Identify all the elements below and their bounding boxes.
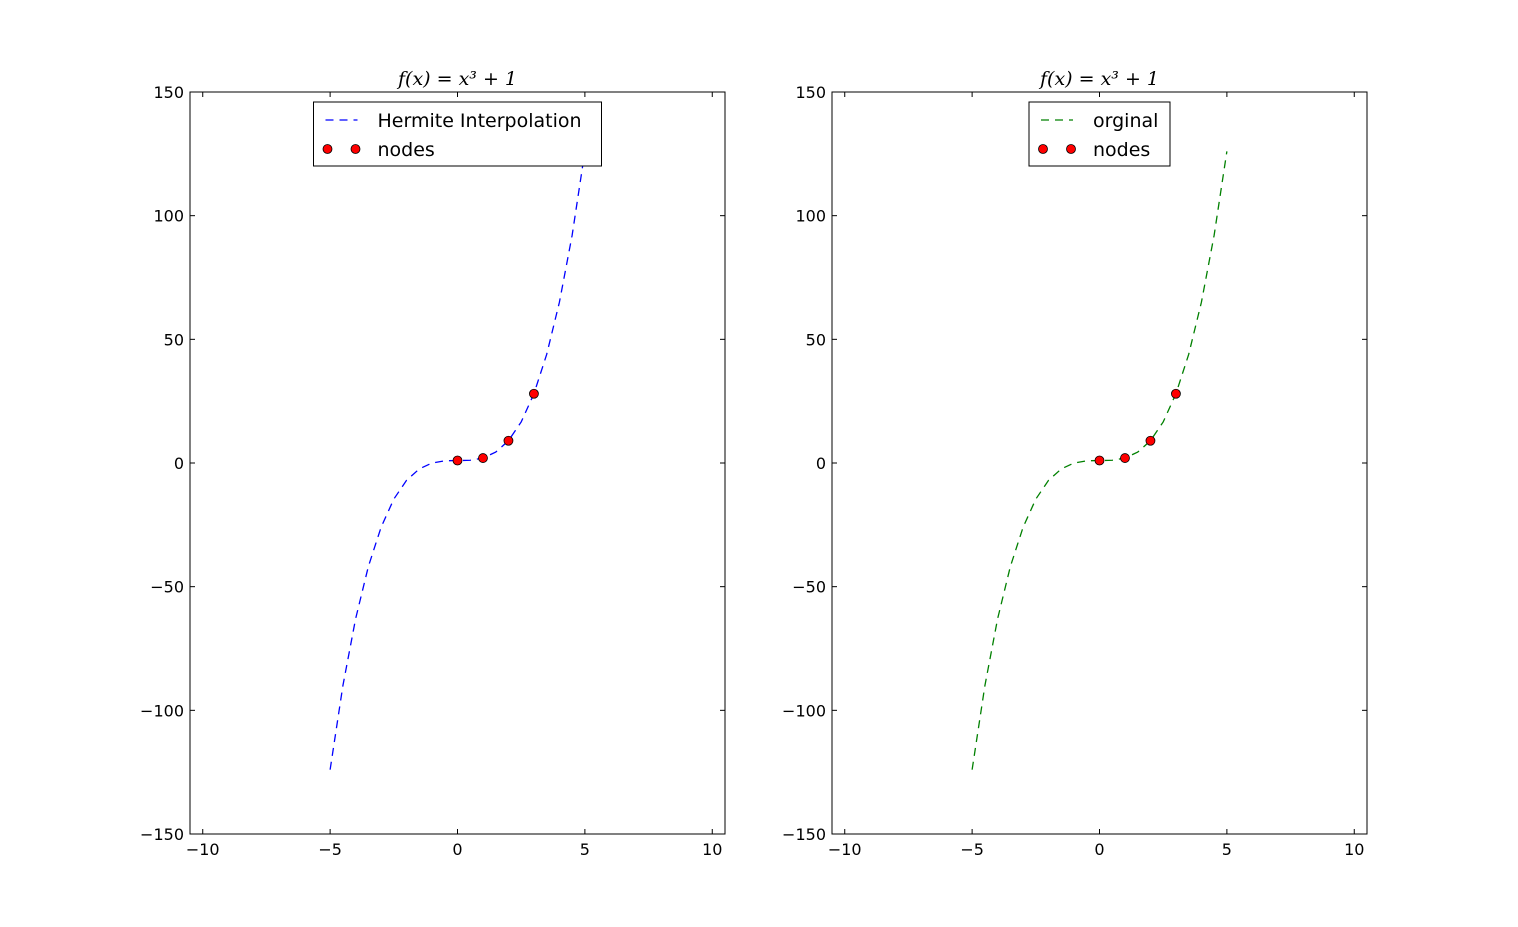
x-tick-label: −10 [828, 840, 862, 859]
x-tick-label: −5 [960, 840, 984, 859]
legend-marker-swatch [350, 144, 361, 154]
legend-box [1028, 101, 1171, 167]
y-tick-label: 0 [816, 454, 826, 473]
x-tick-label: −10 [186, 840, 220, 859]
y-tick-label: 0 [174, 454, 184, 473]
x-tick-label: 0 [452, 840, 462, 859]
legend-marker-swatch [1038, 144, 1048, 154]
chart-title: f(x) = x³ + 1 [396, 68, 517, 90]
legend-marker-swatch [322, 144, 333, 154]
legend: Hermite Interpolation nodes [313, 101, 602, 167]
y-tick-label: −100 [140, 701, 184, 720]
legend-label: Hermite Interpolation [378, 110, 582, 132]
node-point [452, 455, 463, 466]
x-tick-label: 0 [1094, 840, 1104, 859]
x-tick-label: 10 [702, 840, 722, 859]
legend-box [313, 101, 602, 167]
chart-title: f(x) = x³ + 1 [1038, 68, 1159, 90]
legend-marker-swatch [1066, 144, 1076, 154]
node-point [503, 435, 514, 446]
y-tick-label: 50 [806, 330, 826, 349]
legend-label: nodes [1093, 139, 1150, 161]
subplot-1: f(x) = x³ + 1−10 −5 0 5 10150100500−50−100−1… [140, 68, 726, 859]
node-point [1145, 435, 1156, 446]
y-tick-label: 100 [795, 207, 826, 226]
subplot-2: f(x) = x³ + 1−10 −5 0 5 10150100500−50−100−1… [782, 68, 1368, 859]
y-tick-label: 150 [795, 83, 826, 102]
node-point [1094, 455, 1105, 466]
y-tick-label: 150 [153, 83, 184, 102]
legend-label: orginal [1093, 110, 1158, 132]
y-tick-label: −50 [150, 578, 184, 597]
node-point [478, 453, 488, 463]
series-line [971, 151, 1228, 770]
node-point [1171, 388, 1181, 399]
y-tick-label: −150 [782, 825, 826, 844]
x-tick-label: −5 [318, 840, 342, 859]
node-point [1120, 453, 1130, 463]
y-tick-label: 100 [153, 207, 184, 226]
y-tick-label: −150 [140, 825, 184, 844]
x-tick-label: 5 [1222, 840, 1232, 859]
y-tick-label: −100 [782, 701, 826, 720]
series-line [329, 151, 586, 770]
node-point [529, 388, 539, 399]
y-tick-label: 50 [164, 330, 184, 349]
x-tick-label: 5 [580, 840, 590, 859]
x-tick-label: 10 [1344, 840, 1364, 859]
y-tick-label: −50 [792, 578, 826, 597]
legend: orginal nodes [1028, 101, 1171, 167]
legend-label: nodes [378, 139, 435, 161]
